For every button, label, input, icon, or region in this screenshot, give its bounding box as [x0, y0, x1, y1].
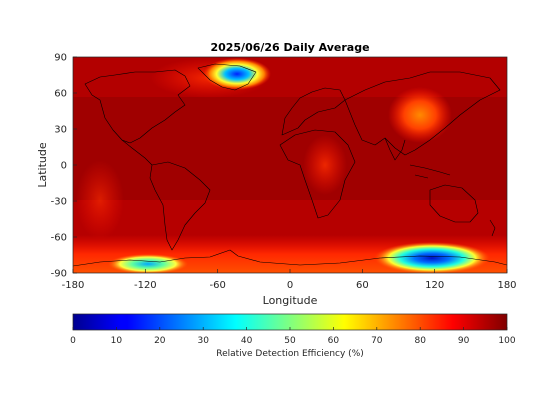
coast-australia: [429, 184, 479, 223]
x-axis-label: Longitude: [263, 294, 318, 307]
x-tick-label: 120: [425, 280, 444, 291]
colorbar-label: Relative Detection Efficiency (%): [216, 349, 364, 359]
east-antarctica-low-region: [374, 242, 490, 273]
y-tick-label: 90: [54, 53, 67, 64]
colorbar-tick-label: 70: [371, 336, 383, 346]
east-pacific-region: [76, 160, 124, 240]
y-tick-label: -90: [51, 269, 67, 280]
heatmap-field: [73, 57, 507, 273]
coast-africa: [279, 129, 356, 219]
west-antarctica-low-region: [108, 254, 188, 273]
coast-new-zealand: [489, 219, 496, 237]
coast-south-america: [149, 161, 211, 251]
colorbar-ticks: 0 10 20 30 40 50 60 70 80 90 100: [70, 327, 516, 346]
coast-indonesia: [409, 164, 451, 179]
y-tick-label: -30: [51, 197, 67, 208]
coast-europe: [281, 87, 346, 136]
x-tick-label: 0: [287, 280, 293, 291]
colorbar-tick-label: 30: [197, 336, 209, 346]
y-tick-label: 60: [54, 89, 67, 100]
colorbar-tick-label: 50: [284, 336, 296, 346]
coast-antarctica: [73, 249, 507, 267]
colorbar-tick-label: 0: [70, 336, 76, 346]
colorbar-tick-label: 80: [414, 336, 426, 346]
greenland-low-region: [203, 58, 271, 90]
y-tick-label: 30: [54, 125, 67, 136]
x-tick-label: 180: [497, 280, 516, 291]
coast-north-america: [84, 69, 191, 144]
y-tick-label: -60: [51, 233, 67, 244]
x-axis-ticks: -180 -120 -60 0 60 120 180: [62, 269, 517, 291]
colorbar-tick-label: 100: [498, 336, 515, 346]
x-tick-label: -120: [134, 280, 157, 291]
x-tick-label: -60: [209, 280, 225, 291]
colorbar-tick-label: 60: [328, 336, 340, 346]
y-axis-ticks: 90 60 30 0 -30 -60 -90: [51, 53, 77, 280]
colorbar-tick-label: 90: [458, 336, 470, 346]
colorbar-tick-label: 20: [154, 336, 166, 346]
colorbar-tick-label: 10: [111, 336, 123, 346]
coast-india: [384, 137, 406, 161]
x-tick-label: 60: [356, 280, 369, 291]
coast-central-america: [121, 139, 153, 166]
map-title: 2025/06/26 Daily Average: [210, 41, 369, 54]
x-tick-label: -180: [62, 280, 85, 291]
central-africa-region: [303, 135, 347, 195]
coastlines: [73, 63, 507, 267]
y-tick-label: 0: [61, 161, 67, 172]
colorbar-tick-label: 40: [241, 336, 253, 346]
coast-greenland: [197, 63, 257, 91]
coast-asia: [344, 71, 501, 156]
y-axis-label: Latitude: [36, 142, 49, 188]
east-asia-region: [388, 87, 452, 143]
